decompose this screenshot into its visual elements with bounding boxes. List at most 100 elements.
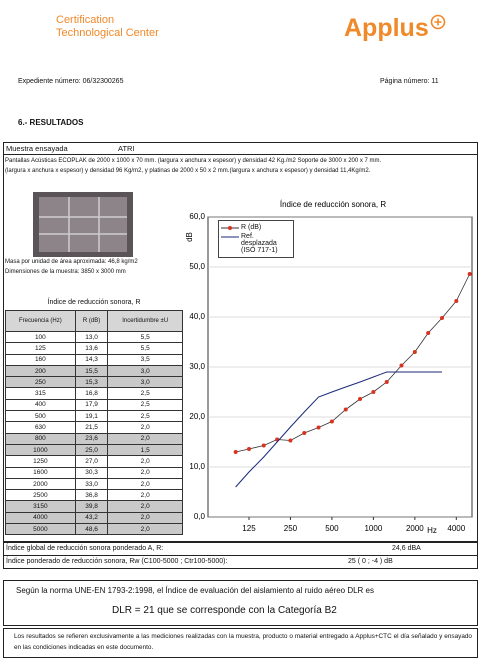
table-cell: 1250 bbox=[5, 455, 76, 468]
page-number: Página número: 11 bbox=[380, 78, 439, 85]
x-tick-label: 2000 bbox=[406, 524, 424, 533]
table-cell: 14,3 bbox=[74, 353, 109, 366]
table-cell: 36,8 bbox=[74, 489, 109, 502]
y-axis-label: dB bbox=[185, 232, 194, 242]
y-tick-label: 40,0 bbox=[189, 312, 205, 321]
table-cell: 15,5 bbox=[74, 364, 109, 378]
table-cell: 2,0 bbox=[107, 432, 183, 445]
data-point bbox=[426, 331, 431, 335]
table-cell: 800 bbox=[5, 432, 76, 445]
table-row: 500 19,1 2,5 bbox=[5, 410, 183, 423]
data-point bbox=[467, 272, 472, 276]
table-row: 250 15,3 3,0 bbox=[5, 376, 183, 389]
table-cell: 17,9 bbox=[74, 398, 109, 412]
table-cell: 2,0 bbox=[107, 523, 183, 536]
table-cell: 5000 bbox=[5, 523, 76, 536]
y-tick-label: 50,0 bbox=[189, 262, 205, 271]
table-cell: 13,0 bbox=[74, 330, 109, 344]
data-point bbox=[399, 363, 404, 368]
table-row: 2500 36,8 2,0 bbox=[5, 489, 183, 502]
chart-title: Índice de reducción sonora, R bbox=[280, 200, 387, 209]
data-point bbox=[371, 390, 376, 394]
data-point bbox=[358, 397, 363, 401]
data-point bbox=[329, 419, 334, 424]
org-name: Certification Technological Center bbox=[56, 14, 159, 40]
data-point bbox=[288, 438, 293, 443]
footer-box bbox=[3, 628, 478, 658]
data-point bbox=[384, 380, 389, 384]
table-cell: 2,0 bbox=[107, 455, 183, 468]
table-cell: 23,6 bbox=[74, 432, 109, 445]
org-line: Technological Center bbox=[56, 27, 159, 39]
table-cell: 5,5 bbox=[107, 342, 183, 355]
sample-label: Muestra ensayada bbox=[6, 144, 68, 153]
separator bbox=[3, 154, 478, 155]
table-cell: 2500 bbox=[5, 489, 76, 502]
series-line bbox=[235, 273, 471, 453]
table-cell: 2,5 bbox=[107, 387, 183, 400]
table-cell: 39,8 bbox=[74, 500, 109, 513]
table-cell: 2,5 bbox=[107, 398, 183, 412]
table-row: 1600 30,3 2,0 bbox=[5, 466, 183, 479]
table-row: 3150 39,8 2,0 bbox=[5, 500, 183, 513]
table-cell: 43,2 bbox=[74, 511, 109, 525]
data-point bbox=[233, 450, 238, 454]
table-cell: 630 bbox=[5, 421, 76, 434]
table-row: 200 15,5 3,0 bbox=[5, 364, 183, 378]
data-point bbox=[412, 350, 417, 354]
table-cell: 21,5 bbox=[74, 421, 109, 434]
legend-label: R (dB) bbox=[241, 224, 262, 231]
results-box bbox=[3, 142, 478, 542]
table-cell: 4000 bbox=[5, 511, 76, 525]
table-row: 5000 48,6 2,0 bbox=[5, 523, 183, 536]
logo-plus bbox=[430, 14, 446, 30]
table-cell: 48,6 bbox=[74, 523, 109, 536]
legend-label: Ref. desplazada (ISO 717-1) bbox=[241, 233, 278, 254]
data-point bbox=[302, 431, 307, 435]
table-cell: 125 bbox=[5, 342, 76, 355]
table-cell: 2,0 bbox=[107, 421, 183, 434]
sample-photo bbox=[33, 192, 133, 257]
x-tick-label: 500 bbox=[325, 524, 339, 533]
section-title: 6.- RESULTADOS bbox=[18, 118, 84, 127]
table-cell: 1600 bbox=[5, 466, 76, 479]
table-cell: 1000 bbox=[5, 443, 76, 457]
table-title: Índice de reducción sonora, R bbox=[47, 299, 141, 306]
classification-text: Según la norma UNE-EN 1793-2:1998, el Ín… bbox=[16, 586, 374, 595]
legend: R (dB) Ref. desplazada (ISO 717-1) bbox=[218, 220, 294, 258]
table-row: 315 16,8 2,5 bbox=[5, 387, 183, 400]
y-tick-label: 20,0 bbox=[189, 412, 205, 421]
y-tick-label: 10,0 bbox=[189, 462, 205, 471]
ra-value: 24,6 dBA bbox=[392, 545, 421, 552]
column-header: Incertidumbre ±U bbox=[107, 310, 183, 332]
column-header: R (dB) bbox=[74, 310, 109, 332]
classification-box bbox=[3, 580, 478, 626]
sample-mass: Masa por unidad de área aproximada: 46,8… bbox=[5, 259, 138, 265]
data-point bbox=[454, 299, 459, 303]
table-cell: 19,1 bbox=[74, 410, 109, 423]
data-point bbox=[246, 447, 251, 451]
table-cell: 2,0 bbox=[107, 489, 183, 502]
table-row: 1250 27,0 2,0 bbox=[5, 455, 183, 468]
table-wrap: Frecuencia (Hz) R (dB) Incertidumbre ±U 100… bbox=[5, 310, 183, 536]
results-table: Frecuencia (Hz) R (dB) Incertidumbre ±U 100… bbox=[5, 310, 183, 536]
table-cell: 3,0 bbox=[107, 376, 183, 389]
table-row: 100 13,0 5,5 bbox=[5, 330, 183, 344]
sample-description: Pantallas Acústicas ECOPLAK de 2000 x 10… bbox=[5, 158, 382, 174]
table-cell: 2000 bbox=[5, 477, 76, 491]
table-cell: 27,0 bbox=[74, 455, 109, 468]
legend-swatch bbox=[221, 236, 239, 238]
data-point bbox=[440, 316, 445, 320]
org-line: Certification bbox=[56, 14, 115, 26]
y-tick-label: 60,0 bbox=[189, 212, 205, 221]
table-cell: 500 bbox=[5, 410, 76, 423]
table-cell: 200 bbox=[5, 364, 76, 378]
table-cell: 315 bbox=[5, 387, 76, 400]
sample-name: ATRI bbox=[118, 144, 135, 153]
table-cell: 5,5 bbox=[107, 330, 183, 344]
x-tick-label: 4000 bbox=[447, 524, 465, 533]
table-row: 125 13,6 5,5 bbox=[5, 342, 183, 355]
legend-item: R (dB) bbox=[221, 224, 291, 232]
table-row: 160 14,3 3,5 bbox=[5, 353, 183, 366]
table-row: 4000 43,2 2,0 bbox=[5, 511, 183, 525]
